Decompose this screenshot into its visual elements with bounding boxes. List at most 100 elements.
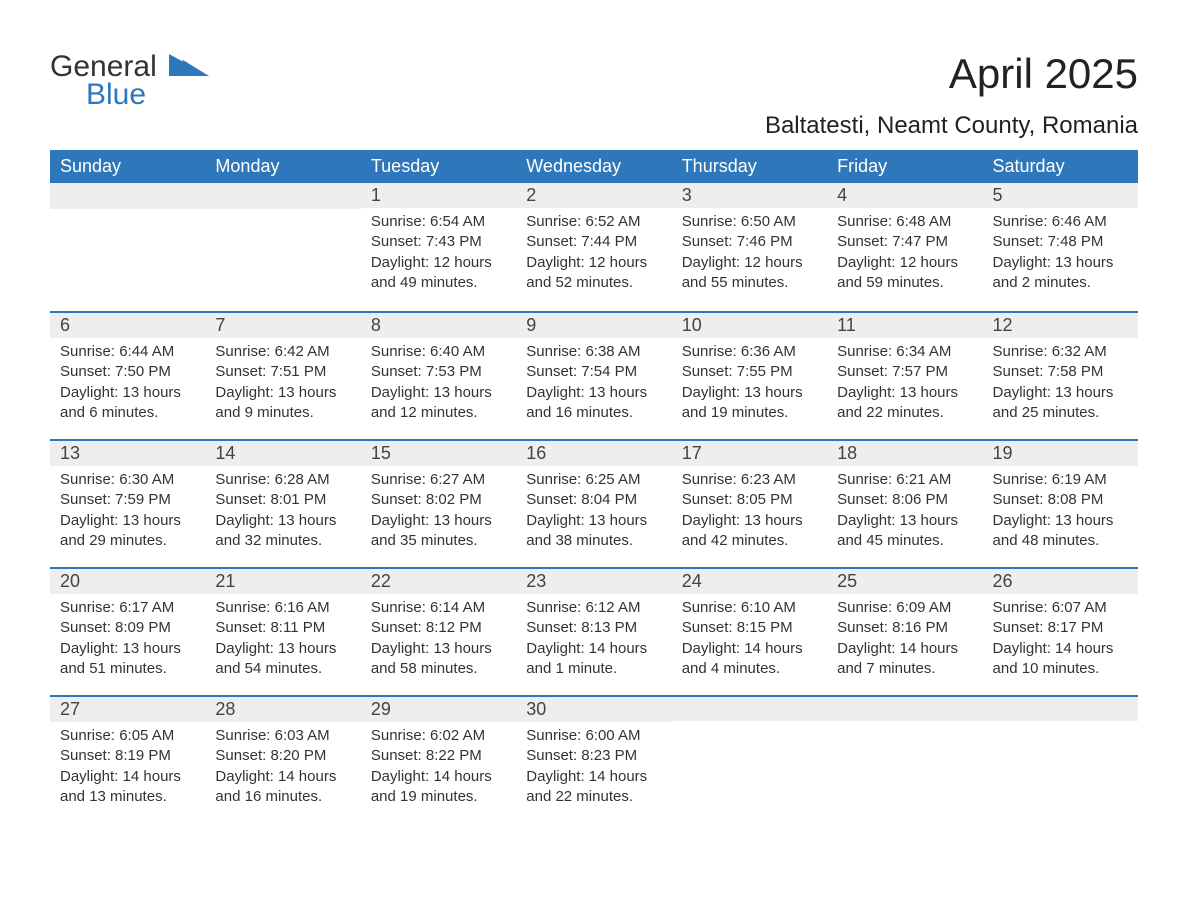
day-number: 6 <box>50 311 205 338</box>
day-info-line: Daylight: 13 hours <box>993 383 1128 403</box>
calendar-day-cell: 2Sunrise: 6:52 AMSunset: 7:44 PMDaylight… <box>516 183 671 311</box>
day-content: Sunrise: 6:38 AMSunset: 7:54 PMDaylight:… <box>516 338 671 431</box>
day-content: Sunrise: 6:19 AMSunset: 8:08 PMDaylight:… <box>983 466 1138 559</box>
day-info-line: Sunrise: 6:34 AM <box>837 342 972 362</box>
day-info-line: and 51 minutes. <box>60 659 195 679</box>
day-info-line: and 42 minutes. <box>682 531 817 551</box>
day-info-line: Sunrise: 6:32 AM <box>993 342 1128 362</box>
day-info-line: Sunrise: 6:30 AM <box>60 470 195 490</box>
day-info-line: and 38 minutes. <box>526 531 661 551</box>
day-number: 24 <box>672 567 827 594</box>
day-content: Sunrise: 6:36 AMSunset: 7:55 PMDaylight:… <box>672 338 827 431</box>
day-number: 5 <box>983 183 1138 208</box>
day-content: Sunrise: 6:42 AMSunset: 7:51 PMDaylight:… <box>205 338 360 431</box>
weekday-header: Monday <box>205 150 360 183</box>
day-number: 11 <box>827 311 982 338</box>
day-info-line: Sunrise: 6:03 AM <box>215 726 350 746</box>
day-info-line: and 7 minutes. <box>837 659 972 679</box>
day-info-line: Sunrise: 6:07 AM <box>993 598 1128 618</box>
day-info-line: Daylight: 13 hours <box>371 639 506 659</box>
calendar-day-cell <box>50 183 205 311</box>
calendar-day-cell: 28Sunrise: 6:03 AMSunset: 8:20 PMDayligh… <box>205 695 360 823</box>
calendar-day-cell: 14Sunrise: 6:28 AMSunset: 8:01 PMDayligh… <box>205 439 360 567</box>
day-number: 1 <box>361 183 516 208</box>
day-number <box>983 695 1138 721</box>
day-info-line: Daylight: 12 hours <box>526 253 661 273</box>
day-info-line: Sunset: 8:15 PM <box>682 618 817 638</box>
day-info-line: Daylight: 14 hours <box>215 767 350 787</box>
day-info-line: and 29 minutes. <box>60 531 195 551</box>
day-info-line: Sunrise: 6:10 AM <box>682 598 817 618</box>
day-number: 12 <box>983 311 1138 338</box>
day-number: 17 <box>672 439 827 466</box>
day-info-line: Sunrise: 6:46 AM <box>993 212 1128 232</box>
day-number: 27 <box>50 695 205 722</box>
calendar-day-cell: 30Sunrise: 6:00 AMSunset: 8:23 PMDayligh… <box>516 695 671 823</box>
day-info-line: Sunset: 8:09 PM <box>60 618 195 638</box>
calendar-day-cell: 20Sunrise: 6:17 AMSunset: 8:09 PMDayligh… <box>50 567 205 695</box>
day-info-line: Daylight: 13 hours <box>371 511 506 531</box>
day-info-line: Sunrise: 6:05 AM <box>60 726 195 746</box>
day-info-line: Daylight: 13 hours <box>837 383 972 403</box>
day-info-line: Daylight: 14 hours <box>682 639 817 659</box>
day-content: Sunrise: 6:52 AMSunset: 7:44 PMDaylight:… <box>516 208 671 301</box>
day-number <box>50 183 205 209</box>
calendar-day-cell: 13Sunrise: 6:30 AMSunset: 7:59 PMDayligh… <box>50 439 205 567</box>
day-info-line: Sunset: 8:16 PM <box>837 618 972 638</box>
day-content: Sunrise: 6:40 AMSunset: 7:53 PMDaylight:… <box>361 338 516 431</box>
day-info-line: and 1 minute. <box>526 659 661 679</box>
day-content: Sunrise: 6:16 AMSunset: 8:11 PMDaylight:… <box>205 594 360 687</box>
day-content: Sunrise: 6:21 AMSunset: 8:06 PMDaylight:… <box>827 466 982 559</box>
day-info-line: and 13 minutes. <box>60 787 195 807</box>
weekday-header: Sunday <box>50 150 205 183</box>
calendar-day-cell <box>827 695 982 823</box>
calendar-day-cell: 21Sunrise: 6:16 AMSunset: 8:11 PMDayligh… <box>205 567 360 695</box>
day-info-line: Daylight: 14 hours <box>60 767 195 787</box>
day-info-line: Sunrise: 6:09 AM <box>837 598 972 618</box>
day-info-line: Sunset: 8:08 PM <box>993 490 1128 510</box>
day-content: Sunrise: 6:07 AMSunset: 8:17 PMDaylight:… <box>983 594 1138 687</box>
day-content: Sunrise: 6:46 AMSunset: 7:48 PMDaylight:… <box>983 208 1138 301</box>
day-content: Sunrise: 6:32 AMSunset: 7:58 PMDaylight:… <box>983 338 1138 431</box>
day-info-line: and 19 minutes. <box>682 403 817 423</box>
day-number: 30 <box>516 695 671 722</box>
day-info-line: Sunset: 7:55 PM <box>682 362 817 382</box>
day-info-line: Daylight: 14 hours <box>526 639 661 659</box>
day-info-line: and 48 minutes. <box>993 531 1128 551</box>
day-content: Sunrise: 6:54 AMSunset: 7:43 PMDaylight:… <box>361 208 516 301</box>
day-info-line: Sunset: 8:23 PM <box>526 746 661 766</box>
day-info-line: Daylight: 13 hours <box>215 511 350 531</box>
day-info-line: Daylight: 12 hours <box>682 253 817 273</box>
day-info-line: and 22 minutes. <box>837 403 972 423</box>
day-info-line: Daylight: 14 hours <box>837 639 972 659</box>
day-info-line: Daylight: 13 hours <box>60 639 195 659</box>
day-info-line: Sunset: 7:48 PM <box>993 232 1128 252</box>
day-info-line: and 54 minutes. <box>215 659 350 679</box>
day-info-line: Sunrise: 6:36 AM <box>682 342 817 362</box>
day-info-line: Daylight: 12 hours <box>371 253 506 273</box>
day-content: Sunrise: 6:25 AMSunset: 8:04 PMDaylight:… <box>516 466 671 559</box>
day-info-line: Sunset: 7:58 PM <box>993 362 1128 382</box>
day-content: Sunrise: 6:14 AMSunset: 8:12 PMDaylight:… <box>361 594 516 687</box>
day-info-line: Daylight: 13 hours <box>526 383 661 403</box>
day-number: 23 <box>516 567 671 594</box>
day-info-line: and 10 minutes. <box>993 659 1128 679</box>
day-info-line: Sunset: 8:20 PM <box>215 746 350 766</box>
day-number: 16 <box>516 439 671 466</box>
day-info-line: and 49 minutes. <box>371 273 506 293</box>
day-info-line: Daylight: 13 hours <box>526 511 661 531</box>
day-info-line: Sunrise: 6:00 AM <box>526 726 661 746</box>
day-info-line: Sunrise: 6:16 AM <box>215 598 350 618</box>
day-number: 9 <box>516 311 671 338</box>
day-info-line: Daylight: 13 hours <box>837 511 972 531</box>
calendar-week-row: 13Sunrise: 6:30 AMSunset: 7:59 PMDayligh… <box>50 439 1138 567</box>
calendar-day-cell <box>672 695 827 823</box>
day-info-line: Daylight: 13 hours <box>682 511 817 531</box>
day-info-line: Sunset: 7:50 PM <box>60 362 195 382</box>
day-info-line: and 55 minutes. <box>682 273 817 293</box>
day-content: Sunrise: 6:28 AMSunset: 8:01 PMDaylight:… <box>205 466 360 559</box>
day-number <box>827 695 982 721</box>
weekday-header-row: Sunday Monday Tuesday Wednesday Thursday… <box>50 150 1138 183</box>
day-info-line: Sunrise: 6:40 AM <box>371 342 506 362</box>
day-info-line: Sunset: 8:04 PM <box>526 490 661 510</box>
